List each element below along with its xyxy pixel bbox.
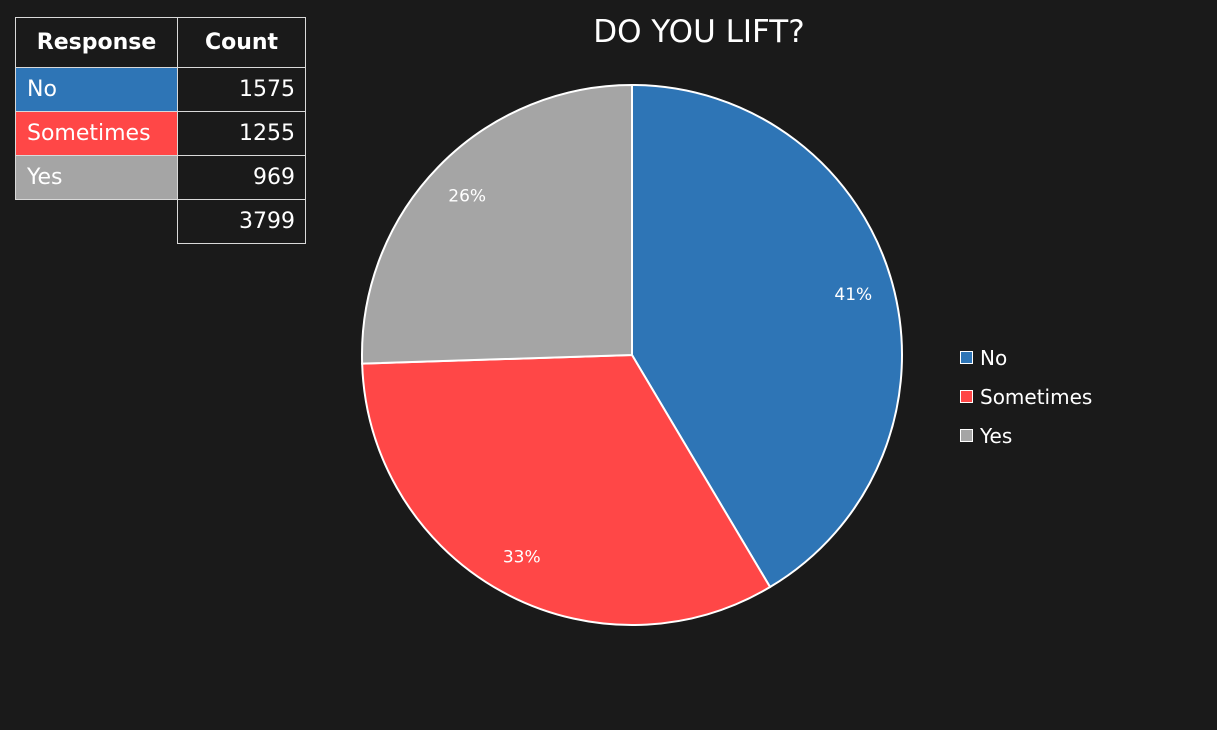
table-row: No 1575 xyxy=(15,67,306,112)
data-table: Response Count No 1575 Sometimes 1255 Ye… xyxy=(15,17,306,244)
legend-item-yes: Yes xyxy=(960,416,1092,455)
row-label-sometimes: Sometimes xyxy=(15,111,178,156)
legend-item-sometimes: Sometimes xyxy=(960,377,1092,416)
table-header-row: Response Count xyxy=(15,17,306,68)
header-count: Count xyxy=(177,17,306,68)
chart-legend: No Sometimes Yes xyxy=(960,338,1092,455)
total-count: 3799 xyxy=(177,199,306,244)
chart-title: DO YOU LIFT? xyxy=(593,14,805,50)
table-row: Sometimes 1255 xyxy=(15,111,306,156)
pie-slice-yes xyxy=(361,83,633,365)
pie-label-sometimes: 33% xyxy=(503,547,541,567)
row-label-yes: Yes xyxy=(15,155,178,200)
row-count-sometimes: 1255 xyxy=(177,111,306,156)
pie-label-no: 41% xyxy=(834,285,872,305)
pie-slice-no xyxy=(631,83,903,589)
table-row: Yes 969 xyxy=(15,155,306,200)
legend-swatch-yes xyxy=(960,429,973,442)
pie-label-yes: 26% xyxy=(448,186,486,206)
legend-label-yes: Yes xyxy=(980,423,1013,448)
legend-swatch-sometimes xyxy=(960,390,973,403)
legend-item-no: No xyxy=(960,338,1092,377)
pie-slice-sometimes xyxy=(361,353,772,626)
table-total-row: 3799 xyxy=(16,199,306,244)
legend-label-sometimes: Sometimes xyxy=(980,384,1093,409)
row-label-no: No xyxy=(15,67,178,112)
header-response: Response xyxy=(15,17,178,68)
row-count-no: 1575 xyxy=(177,67,306,112)
legend-label-no: No xyxy=(980,345,1008,370)
legend-swatch-no xyxy=(960,351,973,364)
